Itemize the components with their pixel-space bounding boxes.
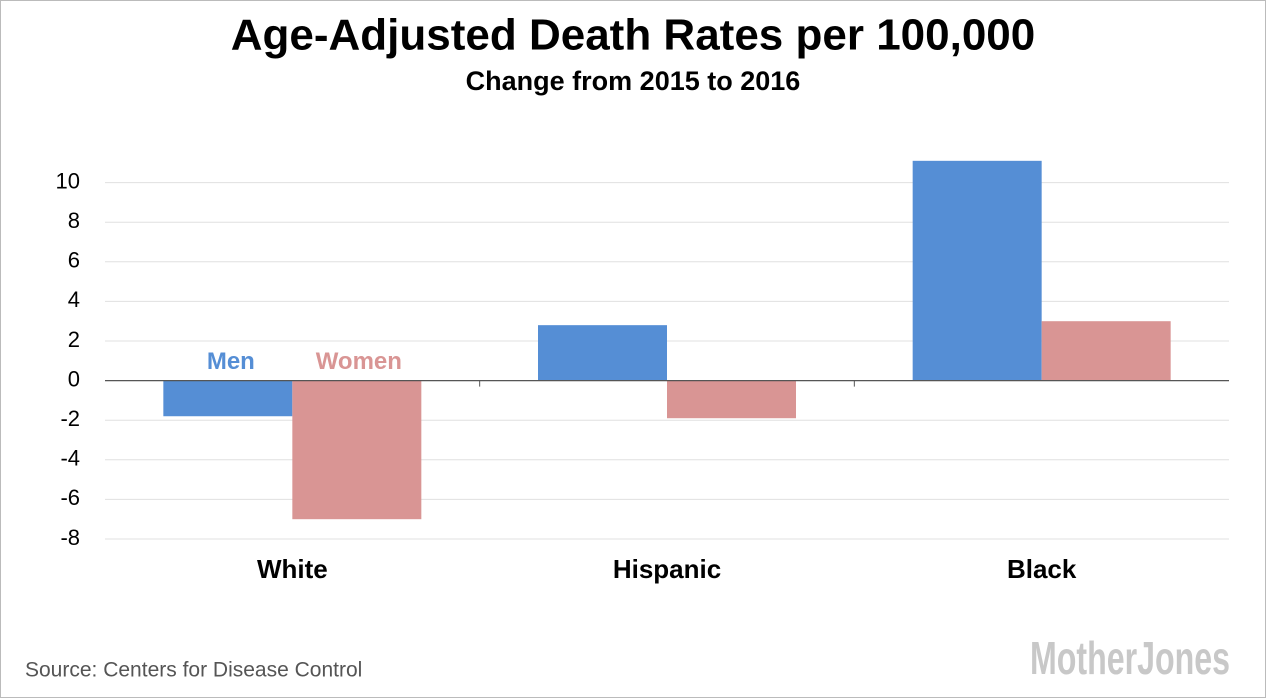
y-tick-label: 4 bbox=[68, 287, 80, 312]
chart-title: Age-Adjusted Death Rates per 100,000 bbox=[231, 11, 1036, 60]
y-tick-label: 0 bbox=[68, 366, 80, 391]
source: Source: Centers for Disease Control bbox=[25, 659, 362, 682]
bar bbox=[667, 380, 796, 419]
bar bbox=[1041, 321, 1171, 381]
logo: MotherJones bbox=[1030, 632, 1230, 684]
bar bbox=[538, 325, 667, 381]
y-tick-label: 10 bbox=[56, 168, 80, 193]
y-tick-label: -4 bbox=[60, 446, 80, 471]
x-tick-label: Hispanic bbox=[613, 554, 721, 584]
y-tick-label: 8 bbox=[68, 208, 80, 233]
legend-label: Men bbox=[207, 348, 255, 375]
chart-subtitle: Change from 2015 to 2016 bbox=[466, 66, 801, 96]
x-tick-label: White bbox=[257, 554, 328, 584]
y-tick-label: 2 bbox=[68, 327, 80, 352]
y-tick-label: -6 bbox=[60, 485, 80, 510]
bar bbox=[163, 380, 293, 417]
bar bbox=[912, 160, 1042, 381]
x-tick-label: Black bbox=[1007, 554, 1077, 584]
bar bbox=[292, 380, 422, 520]
y-tick-label: -8 bbox=[60, 525, 80, 550]
y-tick-label: -2 bbox=[60, 406, 80, 431]
legend-label: Women bbox=[316, 348, 402, 375]
y-tick-label: 6 bbox=[68, 248, 80, 273]
